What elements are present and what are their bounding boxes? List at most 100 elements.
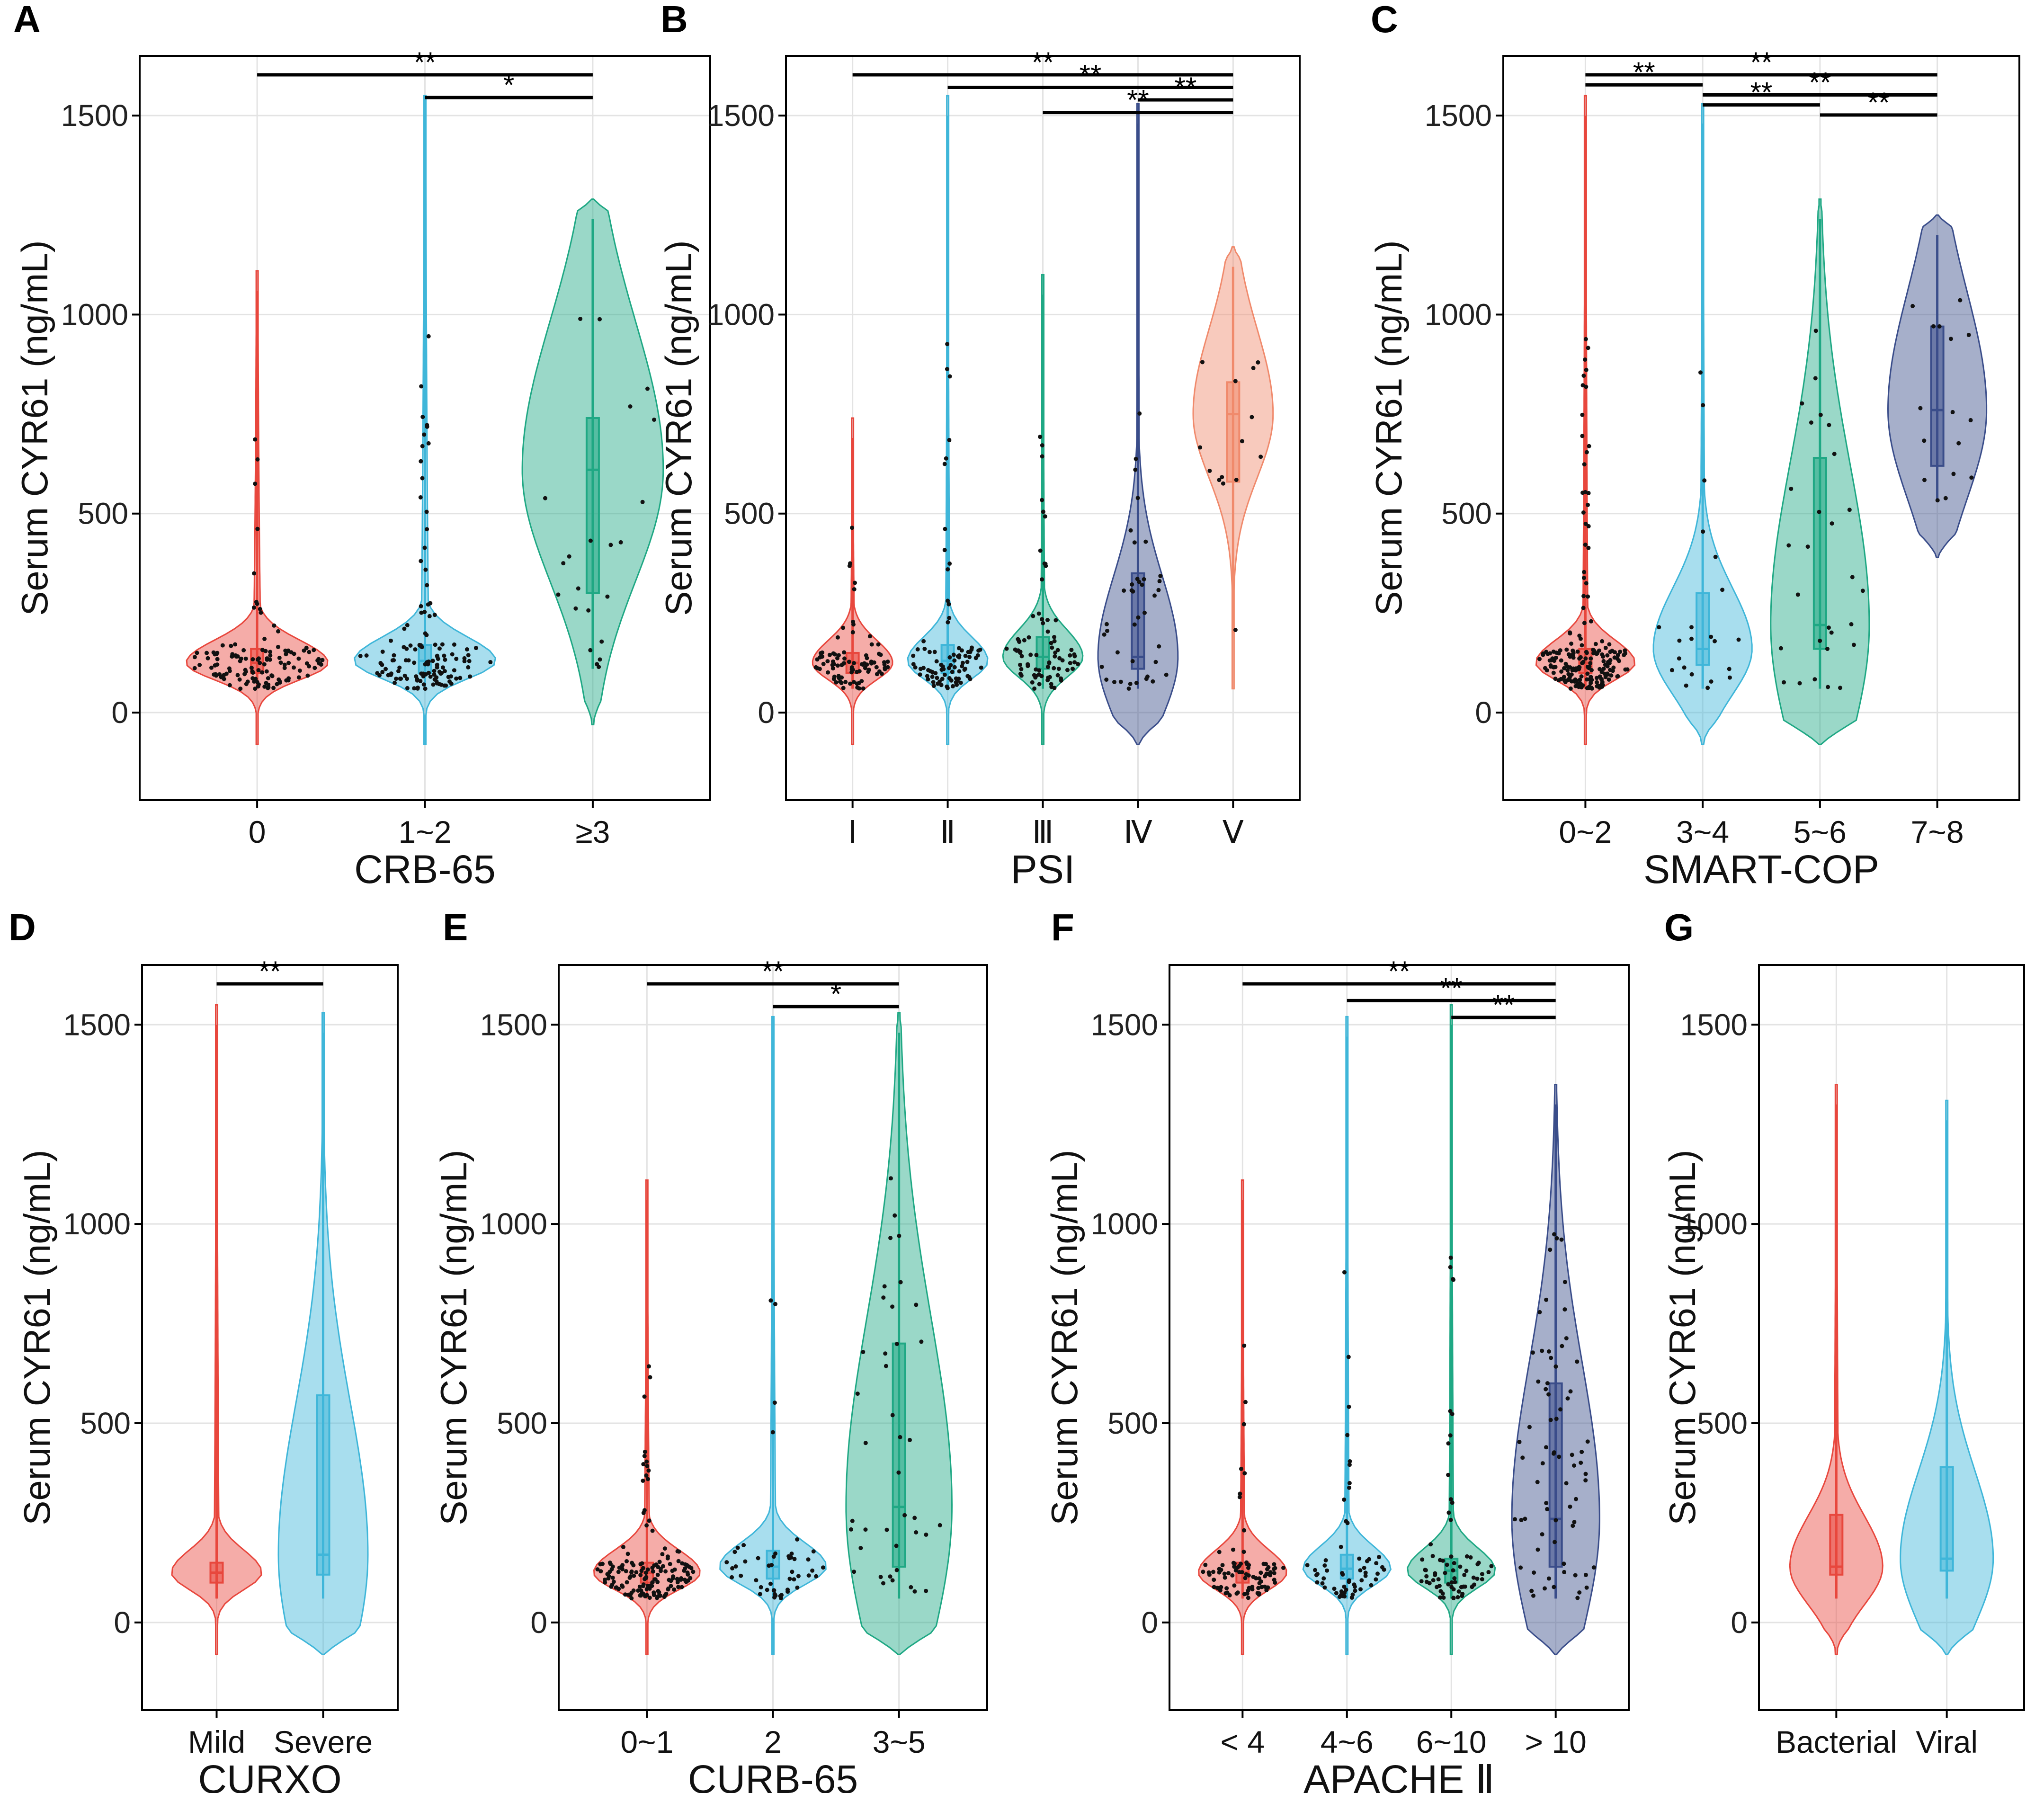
data-point [1599,677,1604,682]
data-point [1552,1585,1556,1589]
data-point [773,1551,778,1556]
data-point [1347,1579,1351,1584]
data-point [1569,672,1574,677]
data-point [918,667,923,671]
data-point [192,666,197,670]
data-point [939,683,944,687]
data-point [1259,1585,1264,1589]
data-point [1224,1586,1229,1591]
data-point [1562,1307,1567,1312]
box-B-2 [1035,636,1050,670]
data-point [893,1213,897,1218]
data-point [785,1589,790,1594]
data-point [1445,1562,1449,1567]
data-point [422,610,427,615]
data-point [1586,346,1590,350]
data-point [851,680,856,685]
data-point [1212,1585,1216,1589]
x-category-label: 2 [764,1724,782,1759]
data-point [205,656,210,660]
data-point [1713,554,1718,559]
data-point [643,1449,647,1454]
data-point [1553,1364,1558,1369]
data-point [1589,686,1594,691]
data-point [1152,593,1157,598]
plot-frame [1169,964,1630,1711]
data-point [1610,669,1615,673]
data-point [1246,1573,1251,1578]
data-point [1562,1280,1567,1285]
data-point [1234,1591,1239,1596]
data-point [1523,1516,1527,1521]
data-point [1468,1555,1473,1560]
data-point [1530,1350,1535,1355]
data-point [1546,1349,1551,1354]
data-point [890,1304,895,1309]
data-point [965,674,970,678]
data-point [1786,543,1791,548]
data-point [1438,1595,1443,1600]
data-point [1342,1497,1347,1502]
data-point [1347,1404,1351,1409]
data-point [1809,420,1813,425]
data-point [643,1570,648,1575]
panel-A: 0 500 1000 1500 0 1~2 ≥3 CRB-65 Serum CYR61 (ng/… [13,0,711,892]
data-point [954,680,958,685]
data-point [679,1577,684,1581]
data-point [1313,1568,1317,1572]
data-point [1223,1591,1228,1596]
data-point [1475,1577,1480,1581]
data-point [1570,1453,1574,1457]
data-point [1579,674,1584,679]
data-point [1544,1387,1548,1392]
data-point [951,652,956,657]
data-point [1471,1575,1476,1580]
data-point [255,601,259,606]
data-point [642,1454,647,1458]
data-point [1589,668,1594,672]
data-point [881,1295,886,1300]
box-G-0 [1829,1514,1844,1576]
data-point [1347,1485,1351,1490]
data-point [852,587,857,592]
data-point [1540,1461,1545,1466]
data-point [1045,618,1050,622]
data-point [912,1589,917,1594]
data-point [598,1569,603,1574]
y-tick-label: 1500 [1680,1008,1748,1042]
data-point [607,1570,612,1574]
data-point [1850,575,1855,580]
data-point [253,687,258,691]
data-point [1315,1572,1320,1576]
data-point [1363,1570,1368,1575]
data-point [1420,1557,1425,1562]
data-point [685,1570,690,1575]
significance-label: ** [1080,59,1102,91]
data-point [1030,680,1035,685]
data-point [432,669,437,673]
data-point [1588,661,1593,666]
data-point [452,668,456,673]
data-point [1164,672,1169,677]
data-point [466,665,471,669]
x-axis-label: CURB-65 [688,1757,858,1793]
significance-label: ** [1867,87,1890,118]
data-point [850,526,854,530]
data-point [1579,1461,1583,1465]
data-point [1060,658,1065,663]
data-point [1585,686,1589,690]
x-category-label: 4~6 [1321,1724,1374,1759]
panel-label: A [13,0,41,40]
data-point [440,642,445,647]
data-point [446,675,451,679]
data-point [1241,1550,1246,1554]
box-B-3 [1131,572,1145,670]
data-point [1375,1571,1380,1576]
data-point [1532,1570,1536,1575]
x-axis-label: CRB-65 [354,847,496,892]
data-point [260,670,265,675]
data-point [433,642,437,647]
data-point [1592,649,1597,653]
data-point [848,681,853,686]
